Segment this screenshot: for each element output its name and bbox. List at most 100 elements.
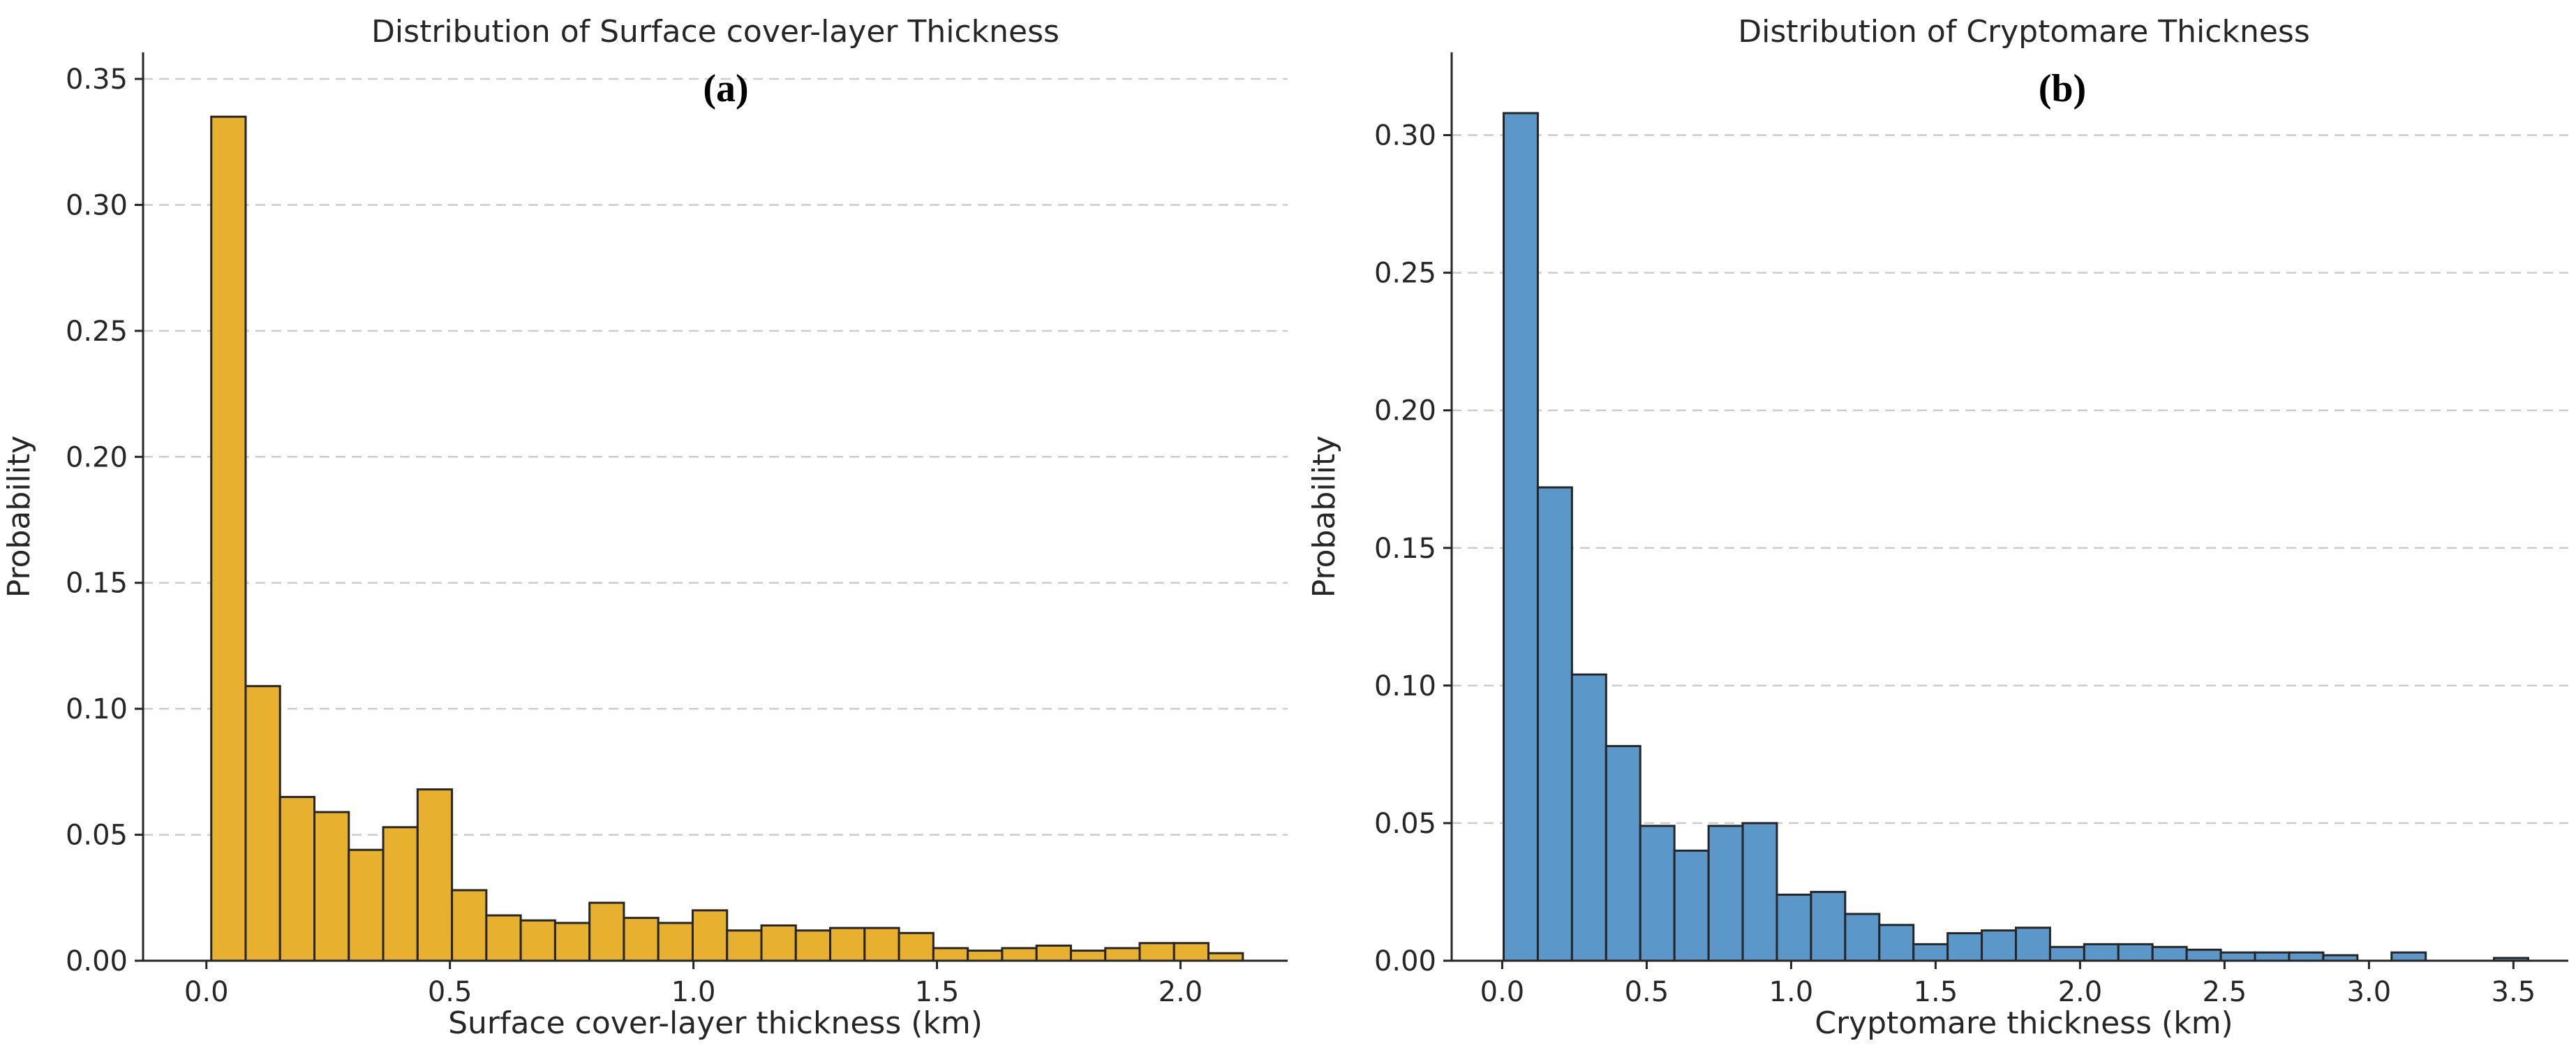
histogram-bar (898, 931, 935, 962)
axes-a (142, 52, 1288, 962)
histogram-bar (1878, 924, 1915, 962)
histogram-bar (2288, 951, 2325, 962)
histogram-bar (2390, 951, 2427, 962)
x-tick-label: 0.0 (1480, 976, 1525, 1008)
histogram-bar (2117, 943, 2154, 962)
chart-title-b: Distribution of Cryptomare Thickness (1738, 14, 2310, 50)
x-tick-label: 2.0 (2058, 976, 2103, 1008)
x-axis-label-b: Cryptomare thickness (km) (1815, 1005, 2233, 1041)
histogram-bar (623, 917, 660, 962)
histogram-bar (278, 795, 316, 962)
histogram-bar (2083, 943, 2120, 962)
histogram-bar (1844, 913, 1881, 962)
histogram-bar (1172, 942, 1210, 962)
histogram-bar (553, 922, 591, 962)
histogram-bar (2254, 951, 2291, 962)
panel-label-b: (b) (2039, 67, 2086, 110)
y-axis-label-b: Probability (1306, 436, 1342, 598)
histogram-bar (1741, 822, 1778, 962)
panel-label-a: (a) (703, 67, 748, 110)
x-tick-label: 1.5 (1914, 976, 1958, 1008)
x-tick-label: 0.5 (428, 976, 472, 1008)
histogram-bar (1912, 943, 1949, 962)
histogram-bar (1981, 929, 2017, 962)
histogram-bar (1503, 112, 1539, 962)
chart-panel-b: 0.0 0.5 1.0 1.5 2.0 2.5 3.0 3.5 0.00 0.05 0.10 0.1… (1306, 14, 2568, 1041)
histogram-bar (1035, 944, 1072, 962)
chart-title-a: Distribution of Surface cover-layer Thic… (371, 14, 1059, 50)
histogram-bars-a (210, 115, 1244, 962)
y-tick-label: 0.15 (66, 568, 128, 600)
y-tick-label: 0.10 (66, 693, 128, 725)
y-tick-label: 0.00 (1374, 945, 1436, 977)
x-tick-label: 1.0 (671, 976, 716, 1008)
histogram-bar (210, 115, 247, 962)
histogram-bar (1707, 825, 1744, 962)
x-tick-label: 3.5 (2492, 976, 2536, 1008)
histogram-bar (1673, 849, 1710, 962)
x-tick-label: 0.5 (1625, 976, 1669, 1008)
histogram-bars-b (1503, 112, 2529, 962)
histogram-bar (1605, 745, 1641, 962)
histogram-bar (1775, 893, 1812, 962)
histogram-bar (244, 685, 281, 962)
x-ticks-b: 0.0 0.5 1.0 1.5 2.0 2.5 3.0 3.5 (1480, 961, 2536, 1008)
histogram-bar (1536, 486, 1573, 962)
histogram-bar (2219, 951, 2256, 962)
y-axis-label-a: Probability (1, 436, 37, 598)
histogram-bar (1069, 950, 1107, 962)
histogram-bar (794, 929, 832, 962)
x-tick-label: 1.0 (1769, 976, 1814, 1008)
histogram-bar (519, 919, 556, 962)
histogram-bar (691, 909, 729, 962)
y-tick-label: 0.35 (66, 64, 128, 96)
histogram-bar (657, 922, 694, 962)
y-tick-label: 0.20 (1374, 395, 1436, 427)
y-tick-label: 0.20 (66, 441, 128, 473)
y-tick-label: 0.30 (1374, 120, 1436, 152)
histogram-bar (1001, 947, 1038, 962)
histogram-bar (485, 914, 522, 962)
histogram-bar (760, 924, 797, 962)
histogram-bar (863, 927, 900, 962)
y-ticks-a: 0.00 0.05 0.10 0.15 0.20 0.25 0.30 0.35 (66, 64, 143, 977)
histogram-bar (829, 927, 866, 962)
y-ticks-b: 0.00 0.05 0.10 0.15 0.20 0.25 0.30 (1374, 120, 1452, 977)
chart-panel-a: 0.0 0.5 1.0 1.5 2.0 0.00 0.05 0.10 0.15 0.20 0.25… (1, 14, 1288, 1041)
histogram-bar (1810, 890, 1847, 962)
histogram-bar (382, 826, 419, 962)
histogram-bar (1946, 932, 1983, 962)
histogram-bar (1639, 825, 1676, 962)
histogram-bar (1138, 942, 1175, 962)
x-tick-label: 0.0 (184, 976, 229, 1008)
y-tick-label: 0.00 (66, 945, 128, 977)
x-axis-label-a: Surface cover-layer thickness (km) (448, 1005, 983, 1041)
histogram-bar (967, 950, 1004, 962)
histogram-bar (348, 848, 385, 962)
histogram-bar (1104, 947, 1141, 962)
histogram-bar (313, 811, 350, 962)
axes-b (1450, 52, 2568, 962)
y-tick-label: 0.30 (66, 189, 128, 221)
histogram-bar (2185, 948, 2222, 962)
y-tick-label: 0.25 (1374, 258, 1436, 290)
grid-lines-b (1452, 134, 2568, 825)
y-tick-label: 0.15 (1374, 533, 1436, 565)
histogram-bar (451, 889, 488, 962)
grid-lines-a (143, 78, 1288, 836)
x-tick-label: 3.0 (2347, 976, 2392, 1008)
histogram-bar (588, 901, 625, 962)
histogram-bar (1207, 952, 1244, 962)
histogram-bar (1570, 673, 1607, 962)
histogram-bar (2048, 945, 2085, 962)
y-tick-label: 0.25 (66, 316, 128, 348)
y-tick-label: 0.05 (66, 820, 128, 852)
y-tick-label: 0.10 (1374, 670, 1436, 702)
x-ticks-a: 0.0 0.5 1.0 1.5 2.0 (184, 961, 1203, 1008)
histogram-bar (2151, 945, 2188, 962)
x-tick-label: 2.5 (2203, 976, 2247, 1008)
y-tick-label: 0.05 (1374, 808, 1436, 840)
histogram-bar (2014, 927, 2051, 962)
histogram-bar (726, 929, 763, 962)
